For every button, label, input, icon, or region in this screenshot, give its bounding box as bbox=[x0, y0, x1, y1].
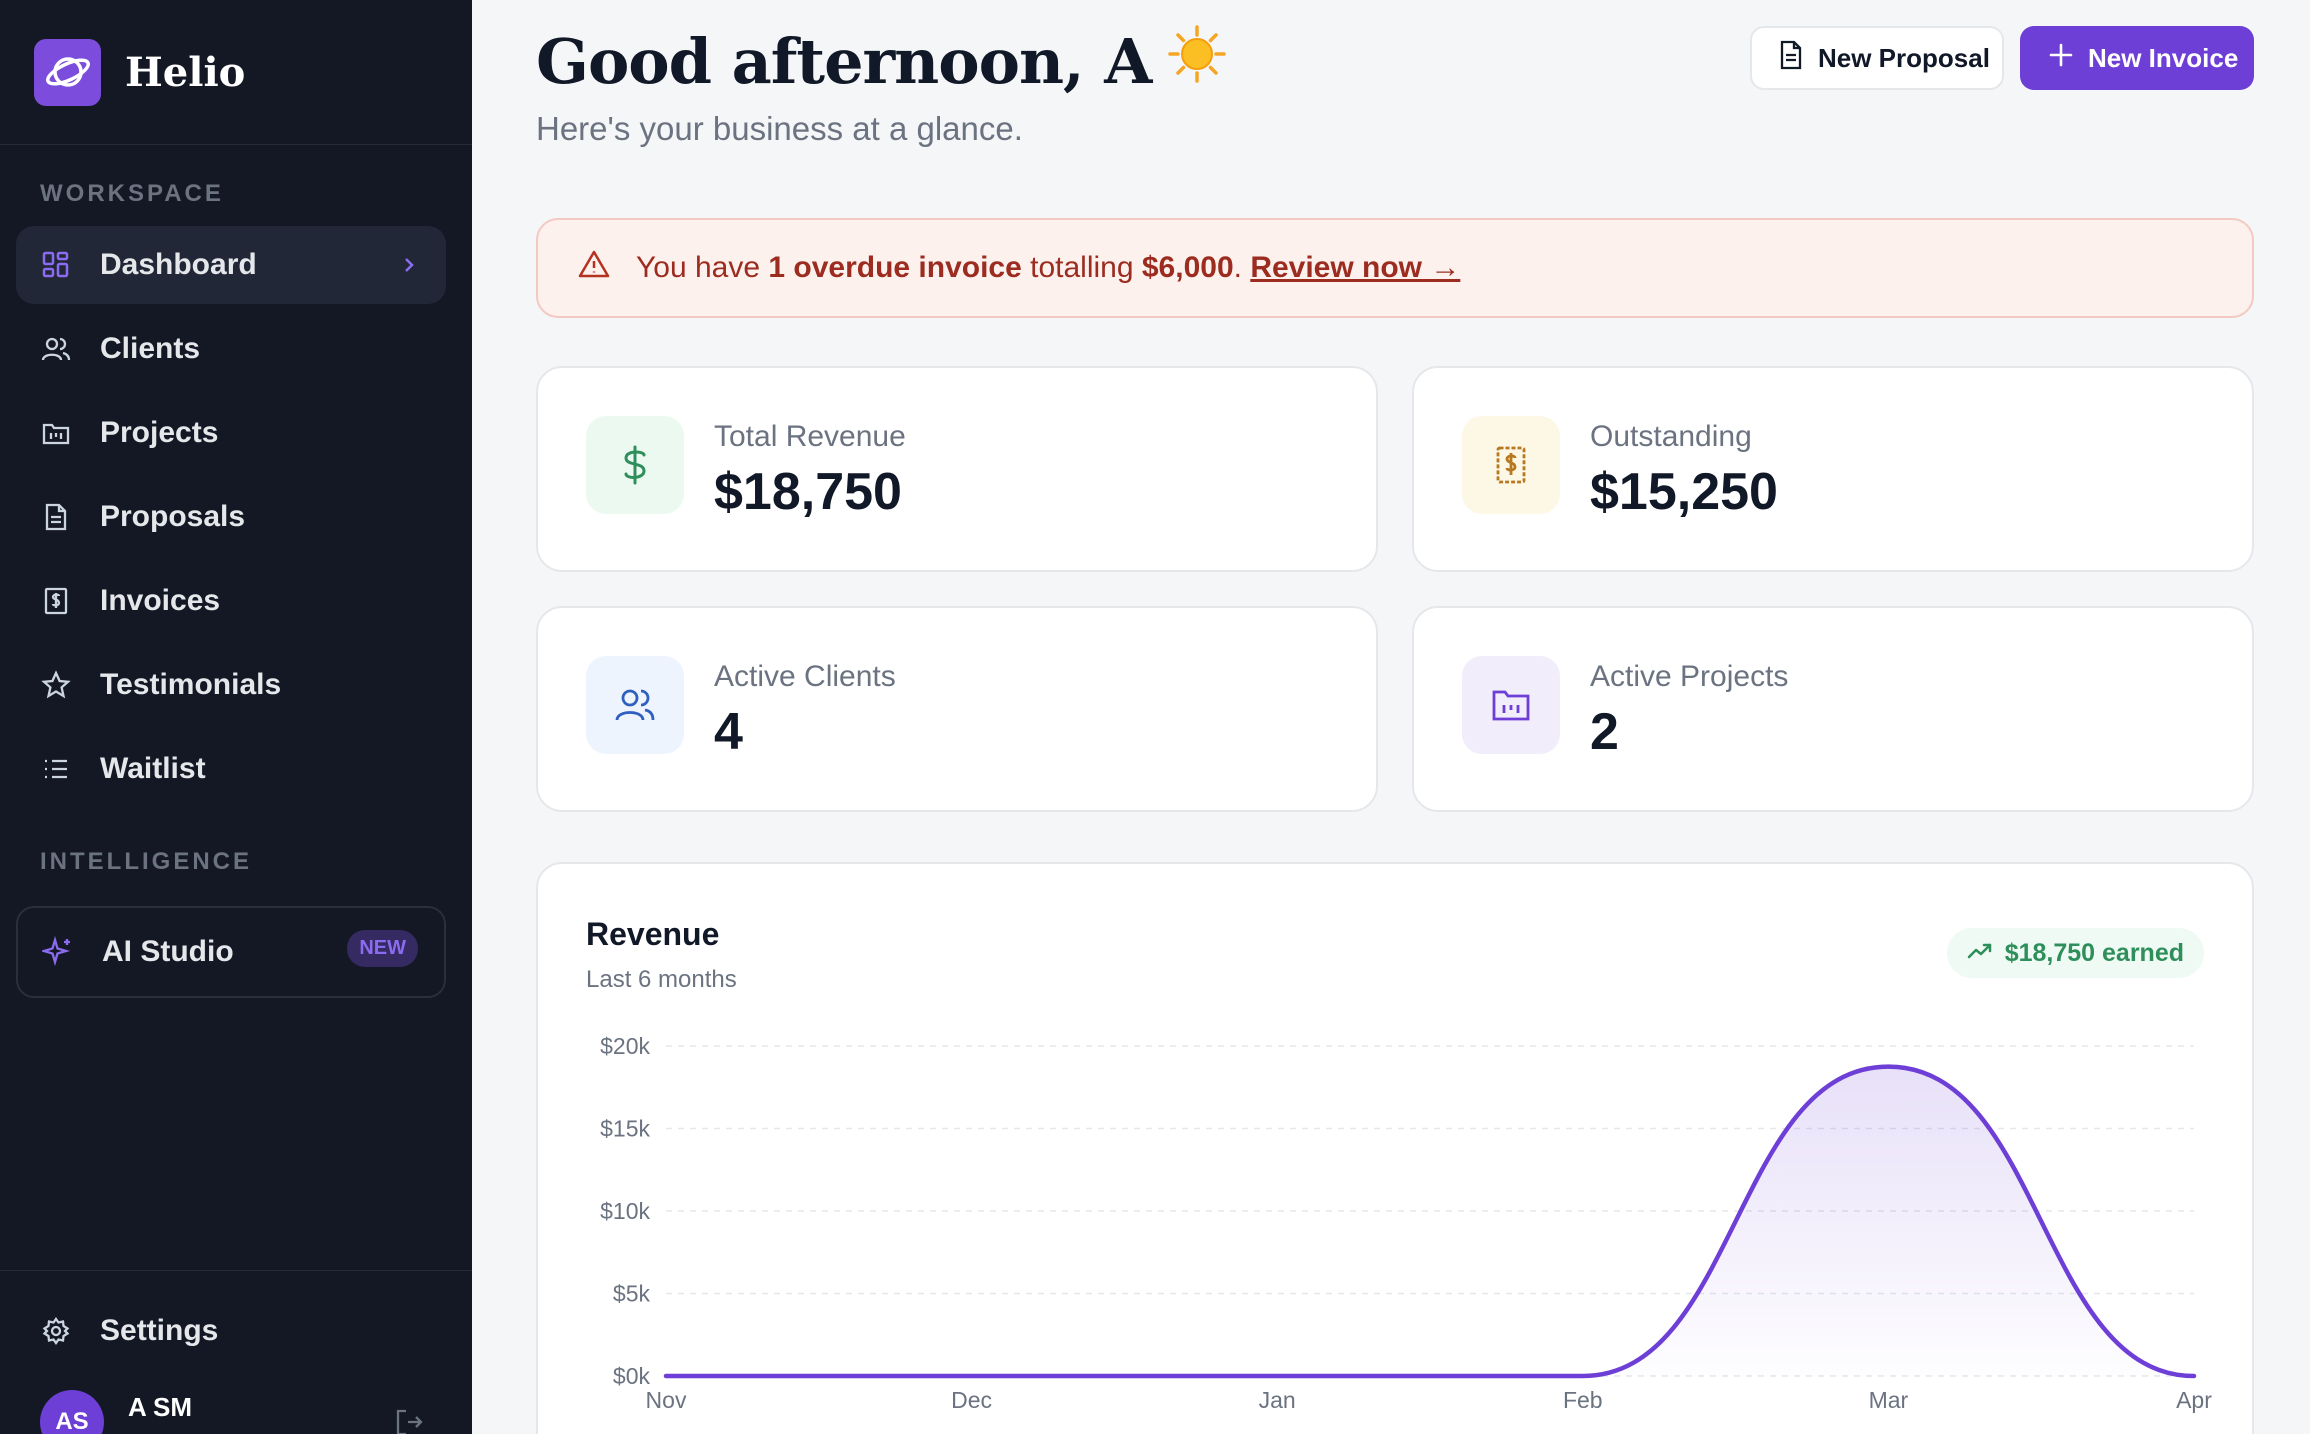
x-tick-label: Jan bbox=[1259, 1387, 1296, 1413]
brand-name: Helio bbox=[125, 48, 246, 96]
alert-text: You have 1 overdue invoice totalling $6,… bbox=[636, 251, 1460, 285]
logout-icon[interactable] bbox=[394, 1408, 424, 1434]
new-badge: NEW bbox=[347, 930, 418, 967]
sidebar-item-label: Invoices bbox=[100, 584, 221, 617]
stat-value: 2 bbox=[1590, 703, 1619, 761]
x-tick-label: Feb bbox=[1563, 1387, 1603, 1413]
sidebar-item-label: Waitlist bbox=[100, 752, 206, 785]
y-tick-label: $20k bbox=[600, 1033, 650, 1059]
earned-text: $18,750 earned bbox=[2004, 938, 2184, 967]
invoice-dollar-icon bbox=[1462, 416, 1560, 514]
new-invoice-button[interactable]: New Invoice bbox=[2020, 26, 2254, 90]
revenue-line bbox=[663, 1064, 2197, 1379]
sidebar-item-settings[interactable]: Settings bbox=[16, 1292, 446, 1370]
overdue-alert: You have 1 overdue invoice totalling $6,… bbox=[536, 218, 2254, 318]
revenue-chart-card: Revenue Last 6 months $18,750 earned $0k… bbox=[536, 862, 2254, 1434]
sidebar-item-label: Settings bbox=[100, 1314, 219, 1347]
y-tick-label: $10k bbox=[600, 1198, 650, 1224]
revenue-chart: $0k $5k $10k $15k $20k Nov Dec Jan Feb Mar Apr bbox=[600, 1033, 2212, 1413]
sidebar-item-testimonials[interactable]: Testimonials bbox=[16, 646, 446, 724]
review-now-link[interactable]: Review now → bbox=[1250, 251, 1461, 284]
stat-value: $18,750 bbox=[714, 463, 902, 521]
new-proposal-button[interactable]: New Proposal bbox=[1750, 26, 2004, 90]
document-icon bbox=[40, 501, 72, 533]
stat-label: Active Clients bbox=[714, 660, 896, 693]
sidebar-item-label: Projects bbox=[100, 416, 219, 449]
sidebar-item-proposals[interactable]: Proposals bbox=[16, 478, 446, 556]
avatar[interactable]: AS bbox=[40, 1390, 104, 1434]
stat-card-active-projects[interactable]: Active Projects 2 bbox=[1412, 606, 2254, 812]
new-proposal-label: New Proposal bbox=[1818, 42, 1990, 73]
dollar-icon bbox=[586, 416, 684, 514]
folder-chart-icon bbox=[40, 417, 72, 449]
sidebar-item-label: Proposals bbox=[100, 500, 246, 533]
sparkle-icon bbox=[42, 936, 74, 968]
alert-suffix: . bbox=[1233, 251, 1251, 284]
sidebar-item-dashboard[interactable]: Dashboard bbox=[16, 226, 446, 304]
users-icon bbox=[586, 656, 684, 754]
stat-label: Total Revenue bbox=[714, 420, 906, 453]
y-tick-label: $5k bbox=[613, 1281, 651, 1307]
sidebar-item-label: Dashboard bbox=[100, 248, 257, 281]
sidebar-item-label: Testimonials bbox=[100, 668, 282, 701]
stat-card-total-revenue[interactable]: Total Revenue $18,750 bbox=[536, 366, 1378, 572]
grid-icon bbox=[40, 249, 72, 281]
y-tick-label: $15k bbox=[600, 1116, 650, 1142]
new-invoice-label: New Invoice bbox=[2088, 42, 2239, 73]
page-subtitle: Here's your business at a glance. bbox=[536, 110, 1023, 147]
greeting-text: Good afternoon, A bbox=[536, 25, 1152, 98]
chart-title: Revenue bbox=[586, 916, 720, 952]
users-icon bbox=[40, 333, 72, 365]
planet-logo-icon bbox=[34, 38, 101, 106]
x-tick-label: Nov bbox=[646, 1387, 687, 1413]
folder-chart-icon bbox=[1462, 656, 1560, 754]
sidebar-item-projects[interactable]: Projects bbox=[16, 394, 446, 472]
stat-value: 4 bbox=[714, 703, 743, 761]
stat-label: Outstanding bbox=[1590, 420, 1752, 453]
sidebar-item-label: AI Studio bbox=[102, 935, 234, 968]
x-tick-label: Dec bbox=[951, 1387, 992, 1413]
alert-prefix: You have bbox=[636, 251, 769, 284]
plus-icon bbox=[2048, 42, 2074, 75]
brand[interactable]: Helio bbox=[0, 0, 472, 145]
y-tick-label: $0k bbox=[613, 1363, 651, 1389]
list-icon bbox=[40, 753, 72, 785]
x-tick-label: Apr bbox=[2176, 1387, 2212, 1413]
trending-up-icon bbox=[1967, 939, 1993, 968]
document-icon bbox=[1778, 40, 1804, 77]
star-icon bbox=[40, 669, 72, 701]
receipt-dollar-icon bbox=[40, 585, 72, 617]
section-label-workspace: WORKSPACE bbox=[40, 180, 224, 207]
x-tick-label: Mar bbox=[1869, 1387, 1909, 1413]
sidebar-item-label: Clients bbox=[100, 332, 201, 365]
sidebar-item-ai-studio[interactable]: AI Studio NEW bbox=[16, 906, 446, 998]
section-label-intelligence: INTELLIGENCE bbox=[40, 848, 253, 875]
alert-middle: totalling bbox=[1021, 251, 1142, 284]
user-name: A SM bbox=[128, 1392, 193, 1422]
stat-card-outstanding[interactable]: Outstanding $15,250 bbox=[1412, 366, 2254, 572]
stat-label: Active Projects bbox=[1590, 660, 1789, 693]
gear-icon bbox=[40, 1315, 72, 1347]
sidebar-footer bbox=[0, 1270, 472, 1434]
stat-card-active-clients[interactable]: Active Clients 4 bbox=[536, 606, 1378, 812]
stat-value: $15,250 bbox=[1590, 463, 1778, 521]
chart-subtitle: Last 6 months bbox=[586, 966, 737, 993]
sidebar-item-clients[interactable]: Clients bbox=[16, 310, 446, 388]
alert-amount: $6,000 bbox=[1141, 251, 1234, 284]
sun-icon bbox=[1167, 24, 1227, 99]
alert-count: 1 overdue invoice bbox=[768, 251, 1022, 284]
sidebar-item-invoices[interactable]: Invoices bbox=[16, 562, 446, 640]
page-title: Good afternoon, A bbox=[536, 24, 1227, 99]
warning-triangle-icon bbox=[578, 249, 610, 287]
sidebar-item-waitlist[interactable]: Waitlist bbox=[16, 730, 446, 808]
revenue-area bbox=[666, 1066, 2194, 1376]
sidebar: Helio WORKSPACE Dashboard Clients Projec… bbox=[0, 0, 472, 1434]
chevron-right-icon bbox=[398, 252, 420, 283]
earned-badge: $18,750 earned bbox=[1946, 928, 2204, 978]
